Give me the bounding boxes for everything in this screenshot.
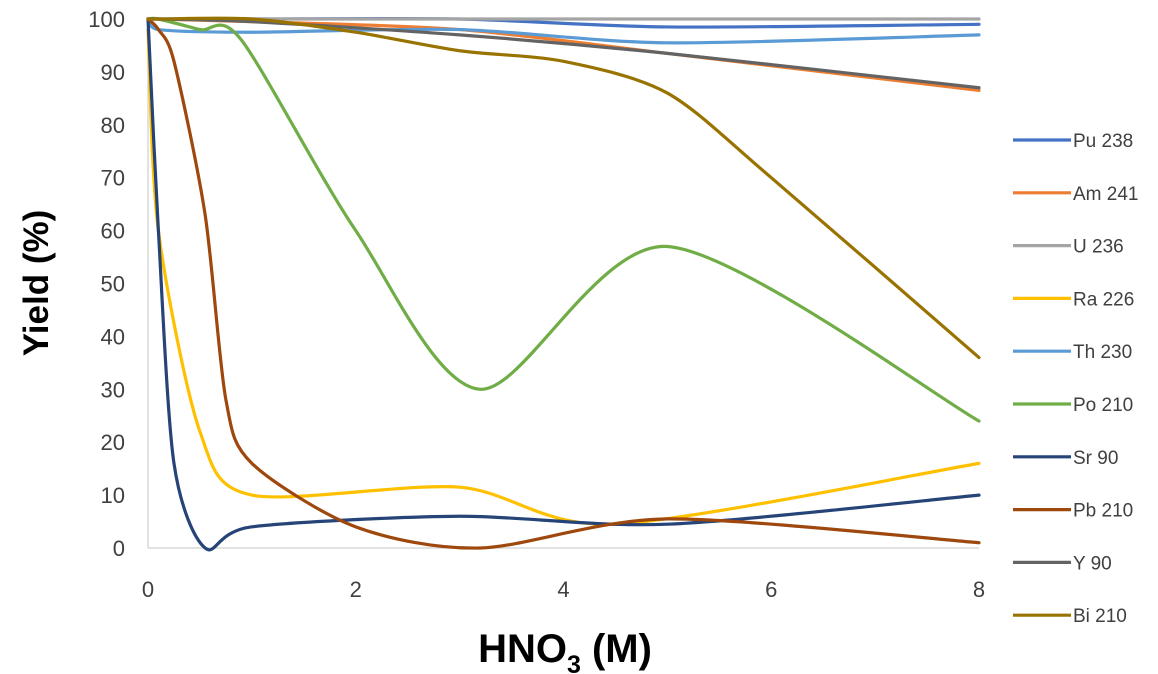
series-lines xyxy=(146,16,981,552)
legend-label-sr-90: Sr 90 xyxy=(1073,448,1118,469)
y-tick-label: 0 xyxy=(113,536,125,561)
series-line-bi-210 xyxy=(146,16,981,360)
x-axis-title-subscript: 3 xyxy=(567,651,581,674)
y-tick-label: 70 xyxy=(101,166,125,191)
x-tick-label: 6 xyxy=(765,577,777,602)
series-line-po-210 xyxy=(146,16,981,423)
series-line-sr-90 xyxy=(146,17,981,552)
legend-label-u-236: U 236 xyxy=(1073,237,1124,258)
series-line-pb-210 xyxy=(146,17,981,550)
legend-label-th-230: Th 230 xyxy=(1073,342,1132,363)
legend-label-pb-210: Pb 210 xyxy=(1073,501,1133,522)
legend-label-bi-210: Bi 210 xyxy=(1073,606,1127,627)
legend-label-y-90: Y 90 xyxy=(1073,553,1112,574)
x-tick-label: 2 xyxy=(350,577,362,602)
legend-label-ra-226: Ra 226 xyxy=(1073,289,1134,310)
series-line-ra-226 xyxy=(146,27,981,526)
y-tick-label: 20 xyxy=(101,430,125,455)
legend-label-pu-238: Pu 238 xyxy=(1073,131,1133,152)
series-line-y-90 xyxy=(146,17,981,90)
legend: Pu 238 Am 241 U 236 Ra 226 Th 230 Po 210 Sr 90… xyxy=(1013,131,1138,627)
series-line-am-241 xyxy=(146,17,981,93)
y-tick-label: 100 xyxy=(88,7,125,32)
y-tick-labels: 0 10 20 30 40 50 60 70 80 90 100 xyxy=(88,7,125,561)
y-tick-label: 40 xyxy=(101,324,125,349)
y-tick-label: 10 xyxy=(101,483,125,508)
y-axis-title: Yield (%) xyxy=(17,210,56,357)
legend-label-po-210: Po 210 xyxy=(1073,395,1133,416)
x-axis-title-suffix: (M) xyxy=(581,627,652,671)
legend-label-am-241: Am 241 xyxy=(1073,184,1138,205)
x-tick-label: 0 xyxy=(142,577,154,602)
x-tick-label: 4 xyxy=(557,577,569,602)
series-line-th-230 xyxy=(146,17,981,45)
y-tick-label: 80 xyxy=(101,113,125,138)
x-tick-label: 8 xyxy=(973,577,985,602)
y-tick-label: 60 xyxy=(101,219,125,244)
y-tick-label: 50 xyxy=(101,272,125,297)
x-axis-title-main: HNO xyxy=(478,627,567,671)
x-axis-title: HNO3 (M) xyxy=(478,627,652,674)
y-tick-label: 30 xyxy=(101,377,125,402)
y-tick-label: 90 xyxy=(101,60,125,85)
x-tick-labels: 0 2 4 6 8 xyxy=(142,577,985,602)
plot-area xyxy=(147,19,979,549)
